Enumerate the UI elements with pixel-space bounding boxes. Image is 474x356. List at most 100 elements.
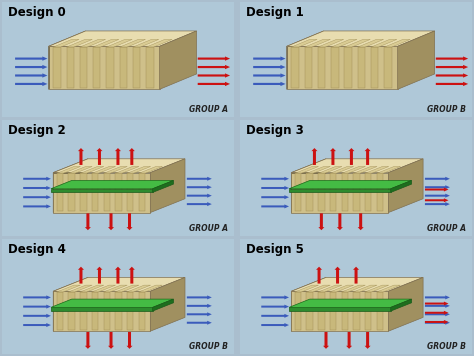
Polygon shape (127, 167, 151, 173)
Polygon shape (436, 73, 468, 78)
Polygon shape (23, 295, 51, 299)
Polygon shape (384, 40, 410, 47)
Polygon shape (358, 47, 365, 88)
Polygon shape (342, 292, 348, 330)
Polygon shape (96, 267, 102, 284)
Polygon shape (153, 180, 173, 193)
Polygon shape (80, 173, 87, 211)
Polygon shape (187, 194, 212, 198)
Polygon shape (436, 65, 468, 69)
Polygon shape (292, 159, 326, 213)
Polygon shape (57, 292, 63, 330)
Polygon shape (80, 292, 87, 330)
Polygon shape (115, 267, 121, 284)
Polygon shape (436, 82, 468, 86)
Polygon shape (85, 332, 91, 349)
Polygon shape (146, 40, 172, 47)
Text: GROUP A: GROUP A (427, 224, 466, 232)
Polygon shape (388, 159, 423, 213)
Polygon shape (15, 57, 47, 61)
Polygon shape (198, 73, 230, 78)
Polygon shape (103, 285, 128, 292)
Polygon shape (425, 321, 450, 325)
Polygon shape (127, 332, 133, 349)
Text: Design 2: Design 2 (8, 124, 66, 137)
Polygon shape (261, 295, 289, 299)
Polygon shape (51, 299, 173, 307)
Polygon shape (318, 47, 325, 88)
Polygon shape (115, 285, 139, 292)
Polygon shape (292, 47, 299, 88)
Polygon shape (377, 173, 383, 211)
Polygon shape (53, 40, 79, 47)
Polygon shape (353, 167, 377, 173)
Polygon shape (377, 292, 383, 330)
Polygon shape (342, 167, 365, 173)
Polygon shape (92, 167, 116, 173)
Polygon shape (80, 167, 104, 173)
Polygon shape (78, 148, 84, 165)
Polygon shape (187, 312, 212, 316)
Polygon shape (150, 159, 185, 213)
Polygon shape (425, 304, 450, 308)
Polygon shape (295, 173, 301, 211)
Polygon shape (80, 47, 87, 88)
Polygon shape (93, 47, 100, 88)
Polygon shape (68, 167, 92, 173)
Polygon shape (307, 167, 330, 173)
Polygon shape (365, 148, 371, 165)
Polygon shape (187, 304, 212, 308)
Polygon shape (289, 180, 411, 189)
Polygon shape (287, 31, 435, 46)
Polygon shape (23, 204, 51, 208)
Polygon shape (66, 40, 92, 47)
Polygon shape (365, 167, 389, 173)
Polygon shape (295, 285, 319, 292)
Polygon shape (261, 323, 289, 327)
Text: Design 0: Design 0 (8, 6, 66, 19)
Polygon shape (425, 320, 448, 324)
Polygon shape (53, 159, 185, 173)
Polygon shape (305, 40, 330, 47)
Polygon shape (198, 65, 230, 69)
Polygon shape (146, 47, 154, 88)
Polygon shape (57, 167, 81, 173)
Polygon shape (127, 285, 151, 292)
Polygon shape (292, 173, 388, 213)
Polygon shape (331, 40, 357, 47)
Polygon shape (253, 57, 285, 61)
Polygon shape (115, 292, 122, 330)
Polygon shape (103, 292, 110, 330)
Text: GROUP A: GROUP A (189, 224, 228, 232)
Polygon shape (365, 173, 372, 211)
Polygon shape (307, 285, 330, 292)
Text: GROUP B: GROUP B (427, 342, 466, 351)
Text: GROUP A: GROUP A (189, 105, 228, 114)
Polygon shape (92, 285, 116, 292)
Polygon shape (23, 186, 51, 190)
Polygon shape (425, 188, 448, 192)
Polygon shape (15, 65, 47, 69)
Polygon shape (295, 167, 319, 173)
Polygon shape (108, 213, 114, 230)
Polygon shape (330, 285, 354, 292)
Polygon shape (115, 167, 139, 173)
Polygon shape (318, 285, 342, 292)
Polygon shape (93, 40, 119, 47)
Polygon shape (253, 82, 285, 86)
Polygon shape (330, 167, 354, 173)
Polygon shape (436, 57, 468, 61)
Polygon shape (138, 292, 145, 330)
Polygon shape (85, 213, 91, 230)
Polygon shape (138, 173, 145, 211)
Polygon shape (253, 65, 285, 69)
Polygon shape (51, 180, 173, 189)
Polygon shape (49, 46, 160, 89)
Polygon shape (353, 292, 360, 330)
Polygon shape (129, 267, 135, 284)
Polygon shape (425, 311, 448, 315)
Polygon shape (289, 189, 391, 193)
Polygon shape (292, 291, 388, 331)
Polygon shape (261, 314, 289, 318)
Polygon shape (53, 159, 88, 213)
